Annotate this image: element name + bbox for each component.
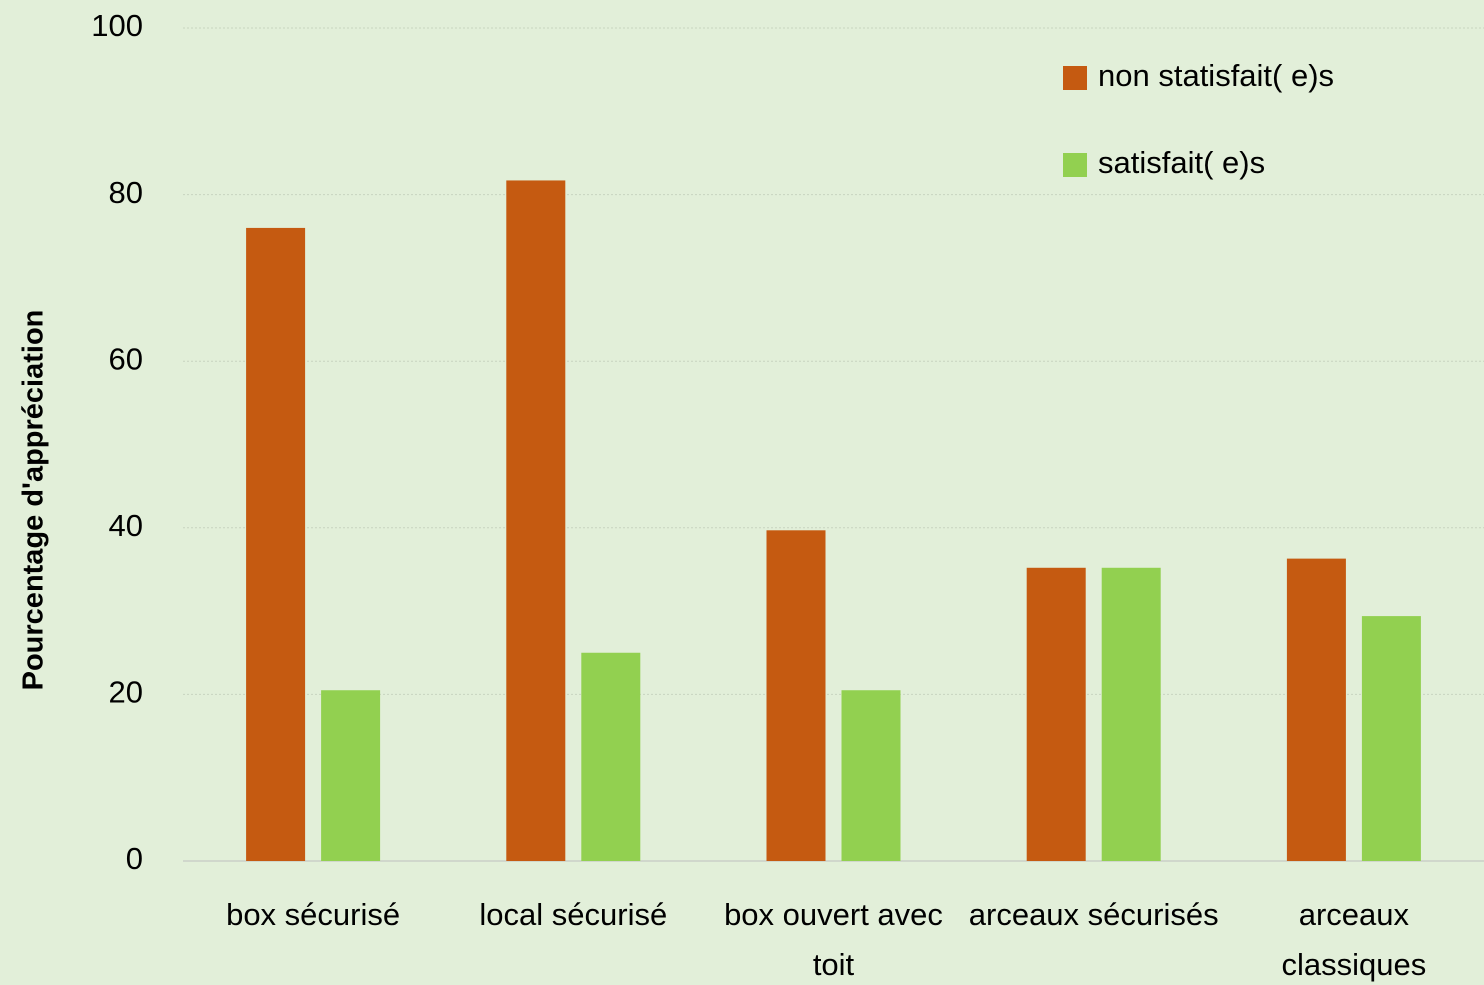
bar xyxy=(1361,616,1421,861)
legend-label: satisfait( e)s xyxy=(1098,145,1265,180)
y-tick-label: 0 xyxy=(126,841,143,876)
bar xyxy=(1026,567,1086,861)
y-tick-label: 40 xyxy=(109,508,143,543)
bar xyxy=(1286,558,1346,861)
bar xyxy=(581,652,641,861)
bar xyxy=(321,690,381,861)
bar xyxy=(246,227,306,862)
y-tick-label: 60 xyxy=(109,341,143,376)
x-tick-label: local sécurisé xyxy=(479,897,668,932)
bar xyxy=(766,530,826,861)
y-tick-label: 20 xyxy=(109,675,143,710)
legend-swatch xyxy=(1063,66,1087,90)
bar xyxy=(1101,567,1161,861)
bar xyxy=(506,180,566,862)
bar xyxy=(841,690,901,861)
y-tick-label: 80 xyxy=(109,175,143,210)
y-tick-label: 100 xyxy=(91,8,143,43)
y-axis-title: Pourcentage d'appréciation xyxy=(18,310,50,691)
x-tick-label: box sécurisé xyxy=(226,897,401,932)
x-tick-label: arceaux sécurisés xyxy=(968,897,1219,932)
x-tick-label: box ouvert avec toit xyxy=(724,897,943,982)
legend-label: non statisfait( e)s xyxy=(1098,58,1334,93)
legend-swatch xyxy=(1063,153,1087,177)
x-tick-label: arceaux classiques xyxy=(1281,897,1427,982)
